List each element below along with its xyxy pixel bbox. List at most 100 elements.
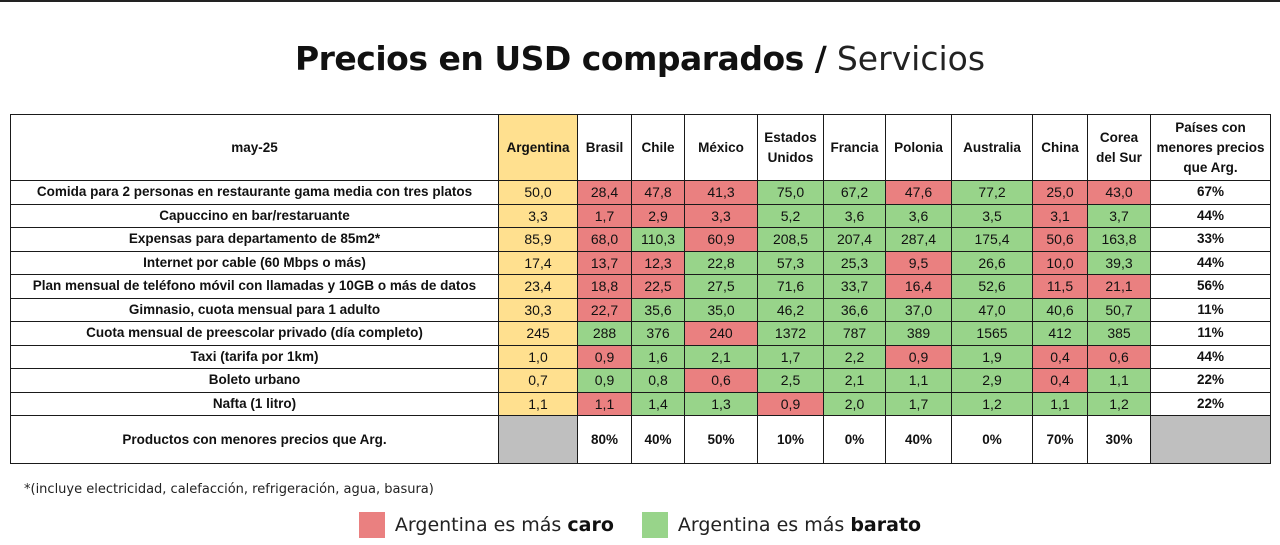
price-cell-francia: 2,2 <box>823 344 886 369</box>
price-cell-estados-unidos: 208,5 <box>757 227 824 252</box>
legend-caro-bold: caro <box>567 514 614 536</box>
price-cell-brasil: 22,7 <box>577 297 632 322</box>
price-cell-francia: 67,2 <box>823 180 886 205</box>
legend-barato-prefix: Argentina es más <box>677 514 845 536</box>
price-cell-francia: 207,4 <box>823 227 886 252</box>
price-cell-mexico: 22,8 <box>684 250 758 275</box>
row-label: Internet por cable (60 Mbps o más) <box>10 250 499 275</box>
price-cell-polonia: 16,4 <box>885 274 952 299</box>
legend-swatch-red <box>358 512 385 538</box>
row-label: Capuccino en bar/restaruante <box>10 203 499 228</box>
header-date: may-25 <box>10 114 499 181</box>
row-percent-cell: 56% <box>1150 274 1271 299</box>
price-cell-chile: 12,3 <box>631 250 685 275</box>
price-cell-chile: 47,8 <box>631 180 685 205</box>
summary-cell-chile: 40% <box>631 415 685 464</box>
price-cell-argentina: 245 <box>498 321 578 346</box>
price-cell-corea-del-sur: 50,7 <box>1087 297 1151 322</box>
price-cell-estados-unidos: 1372 <box>757 321 824 346</box>
price-cell-china: 40,6 <box>1032 297 1088 322</box>
price-cell-brasil: 18,8 <box>577 274 632 299</box>
price-cell-mexico: 60,9 <box>684 227 758 252</box>
price-cell-china: 412 <box>1032 321 1088 346</box>
price-cell-mexico: 35,0 <box>684 297 758 322</box>
legend-label-caro: Argentina es más caro <box>395 514 614 536</box>
price-cell-estados-unidos: 57,3 <box>757 250 824 275</box>
header-polonia: Polonia <box>885 114 952 181</box>
price-cell-china: 50,6 <box>1032 227 1088 252</box>
summary-cell-mexico: 50% <box>684 415 758 464</box>
header-mexico: México <box>684 114 758 181</box>
table-row: Plan mensual de teléfono móvil con llama… <box>10 274 1271 299</box>
price-cell-polonia: 287,4 <box>885 227 952 252</box>
summary-cell-francia: 0% <box>823 415 886 464</box>
price-cell-chile: 22,5 <box>631 274 685 299</box>
top-border-rule <box>0 0 1280 2</box>
row-label: Nafta (1 litro) <box>10 391 499 416</box>
price-cell-argentina: 17,4 <box>498 250 578 275</box>
price-cell-corea-del-sur: 3,7 <box>1087 203 1151 228</box>
table-row: Internet por cable (60 Mbps o más) 17,4 13… <box>10 250 1271 275</box>
summary-cell-polonia: 40% <box>885 415 952 464</box>
price-cell-francia: 36,6 <box>823 297 886 322</box>
table-row: Boleto urbano 0,7 0,9 0,8 0,6 2,5 2,1 1,1 2,9 0,4… <box>10 368 1271 393</box>
price-cell-mexico: 3,3 <box>684 203 758 228</box>
row-percent-cell: 44% <box>1150 250 1271 275</box>
price-cell-argentina: 0,7 <box>498 368 578 393</box>
price-cell-corea-del-sur: 21,1 <box>1087 274 1151 299</box>
price-cell-chile: 376 <box>631 321 685 346</box>
price-cell-polonia: 389 <box>885 321 952 346</box>
header-corea-del-sur: Corea del Sur <box>1087 114 1151 181</box>
row-label: Boleto urbano <box>10 368 499 393</box>
price-cell-australia: 175,4 <box>951 227 1033 252</box>
price-cell-china: 10,0 <box>1032 250 1088 275</box>
price-cell-brasil: 13,7 <box>577 250 632 275</box>
price-cell-chile: 1,6 <box>631 344 685 369</box>
price-cell-estados-unidos: 46,2 <box>757 297 824 322</box>
row-percent-cell: 11% <box>1150 297 1271 322</box>
table-row: Expensas para departamento de 85m2* 85,9 6… <box>10 227 1271 252</box>
price-cell-mexico: 2,1 <box>684 344 758 369</box>
summary-label: Productos con menores precios que Arg. <box>10 415 499 464</box>
price-cell-brasil: 1,1 <box>577 391 632 416</box>
price-cell-estados-unidos: 71,6 <box>757 274 824 299</box>
legend-caro-prefix: Argentina es más <box>394 514 562 536</box>
price-cell-brasil: 1,7 <box>577 203 632 228</box>
table-row: Cuota mensual de preescolar privado (día… <box>10 321 1271 346</box>
summary-cell-china: 70% <box>1032 415 1088 464</box>
price-cell-francia: 33,7 <box>823 274 886 299</box>
price-cell-argentina: 1,0 <box>498 344 578 369</box>
price-cell-china: 11,5 <box>1032 274 1088 299</box>
row-label: Comida para 2 personas en restaurante ga… <box>10 180 499 205</box>
row-label: Expensas para departamento de 85m2* <box>10 227 499 252</box>
price-cell-chile: 1,4 <box>631 391 685 416</box>
price-cell-corea-del-sur: 1,1 <box>1087 368 1151 393</box>
price-cell-polonia: 47,6 <box>885 180 952 205</box>
header-row: may-25 Argentina Brasil Chile México Estados… <box>10 114 1271 181</box>
price-cell-australia: 3,5 <box>951 203 1033 228</box>
row-label: Gimnasio, cuota mensual para 1 adulto <box>10 297 499 322</box>
summary-cell-australia: 0% <box>951 415 1033 464</box>
price-cell-china: 0,4 <box>1032 368 1088 393</box>
price-cell-corea-del-sur: 385 <box>1087 321 1151 346</box>
table-row: Capuccino en bar/restaruante 3,3 1,7 2,9 3,3… <box>10 203 1271 228</box>
price-cell-estados-unidos: 1,7 <box>757 344 824 369</box>
price-cell-argentina: 23,4 <box>498 274 578 299</box>
price-cell-mexico: 27,5 <box>684 274 758 299</box>
price-cell-polonia: 0,9 <box>885 344 952 369</box>
price-cell-australia: 77,2 <box>951 180 1033 205</box>
legend-item-caro: Argentina es más caro <box>358 512 614 538</box>
price-cell-chile: 110,3 <box>631 227 685 252</box>
price-cell-corea-del-sur: 163,8 <box>1087 227 1151 252</box>
row-percent-cell: 67% <box>1150 180 1271 205</box>
header-estados-unidos: Estados Unidos <box>757 114 824 181</box>
price-cell-polonia: 37,0 <box>885 297 952 322</box>
summary-cell-estados-unidos: 10% <box>757 415 824 464</box>
price-cell-australia: 1,9 <box>951 344 1033 369</box>
price-cell-francia: 25,3 <box>823 250 886 275</box>
summary-row: Productos con menores precios que Arg. 80… <box>10 415 1271 464</box>
summary-cell-corea-del-sur: 30% <box>1087 415 1151 464</box>
price-cell-brasil: 0,9 <box>577 344 632 369</box>
legend-item-barato: Argentina es más barato <box>641 512 921 538</box>
price-cell-mexico: 1,3 <box>684 391 758 416</box>
